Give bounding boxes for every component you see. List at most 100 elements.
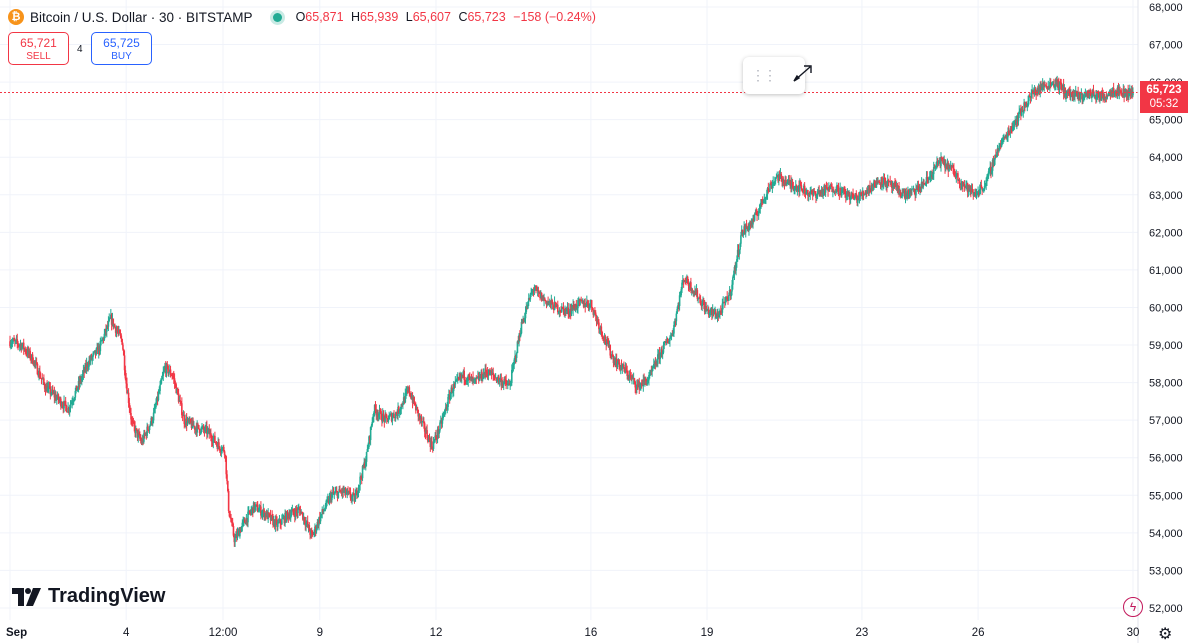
candle-body: [205, 426, 207, 428]
candle-body: [25, 351, 27, 353]
candle-body: [48, 386, 51, 388]
candle-body: [996, 148, 999, 156]
candle-body: [844, 191, 846, 193]
time-tick-label: 4: [123, 627, 130, 639]
symbol-title[interactable]: Bitcoin / U.S. Dollar · 30 · BITSTAMP: [30, 9, 253, 25]
time-axis[interactable]: Sep 4 12:00 9 12 16 19 23 26 30: [6, 627, 1139, 639]
candle-body: [498, 376, 500, 382]
candle-body: [1082, 97, 1085, 99]
candle-body: [694, 290, 697, 295]
candle-body: [104, 328, 106, 334]
candle-body: [277, 522, 279, 527]
candle-body: [447, 397, 449, 407]
lightning-icon[interactable]: ϟ: [1123, 597, 1143, 617]
candle-body: [800, 185, 803, 189]
candle-body: [543, 298, 545, 301]
candle-body: [277, 521, 280, 523]
candle-body: [271, 515, 273, 517]
candle-body: [997, 148, 1000, 151]
candle-body: [994, 154, 996, 160]
candle-body: [774, 181, 776, 182]
candle-body: [483, 372, 486, 375]
candle-body: [976, 192, 979, 195]
drawing-toolbar[interactable]: ⋮⋮: [743, 57, 812, 94]
candle-body: [1033, 88, 1036, 94]
candle-body: [349, 492, 352, 498]
candle-body: [1032, 93, 1035, 95]
candle-body: [222, 447, 225, 452]
candle-body: [1070, 93, 1073, 95]
last-price-value: 65,723: [1146, 84, 1182, 96]
candle-body: [999, 143, 1002, 148]
candle-body: [811, 190, 813, 194]
candle-body: [22, 342, 25, 350]
candle-body: [671, 334, 674, 336]
candle-body: [303, 516, 306, 523]
candle-body: [776, 174, 779, 177]
buy-button[interactable]: 65,725 BUY: [91, 32, 152, 65]
candle-body: [452, 384, 455, 392]
gear-icon[interactable]: ⚙: [1158, 626, 1173, 643]
candle-body: [759, 204, 762, 209]
candle-body: [998, 145, 1000, 151]
candle-body: [1021, 111, 1024, 113]
candle-body: [1087, 93, 1090, 99]
candle-body: [398, 406, 400, 413]
candle-body: [10, 344, 12, 347]
candle-body: [374, 404, 377, 410]
candle-body: [69, 404, 72, 408]
candle-body: [554, 302, 557, 304]
candle-body: [611, 354, 613, 356]
candle-body: [406, 390, 408, 392]
candle-body: [166, 364, 169, 366]
candle-body: [574, 304, 577, 311]
candle-body: [547, 302, 549, 303]
candle-body: [1113, 93, 1116, 95]
candle-body: [185, 418, 188, 426]
candle-body: [983, 186, 986, 189]
candle-body: [443, 412, 445, 416]
drag-handle-icon[interactable]: ⋮⋮: [751, 67, 777, 83]
candle-body: [680, 289, 683, 296]
candle-body: [866, 188, 869, 193]
candle-body: [619, 365, 622, 370]
candle-body: [1066, 91, 1068, 93]
market-open-icon: [272, 12, 282, 22]
candle-body: [1058, 81, 1061, 91]
candle-body: [636, 384, 638, 390]
candle-body: [147, 426, 149, 430]
candle-body: [310, 530, 313, 533]
candle-body: [757, 211, 760, 216]
candle-body: [420, 417, 423, 423]
candle-body: [527, 297, 530, 302]
candle-body: [975, 194, 978, 197]
candle-body: [338, 489, 340, 493]
time-tick-label: 30: [1127, 627, 1140, 639]
sell-button[interactable]: 65,721 SELL: [8, 32, 69, 65]
candle-body: [407, 387, 410, 391]
candle-body: [485, 372, 488, 374]
candle-body: [148, 426, 151, 431]
candle-body: [847, 190, 850, 196]
candle-body: [570, 307, 573, 314]
candle-body: [286, 511, 289, 514]
candle-body: [110, 314, 112, 319]
candle-body: [956, 173, 958, 175]
candle-body: [164, 366, 166, 370]
candle-body: [1098, 94, 1100, 101]
candle-body: [697, 298, 699, 300]
candle-body: [598, 322, 600, 330]
candle-body: [313, 531, 315, 535]
candle-body: [719, 310, 722, 312]
candle-body: [531, 290, 533, 293]
candle-body: [484, 368, 486, 375]
candle-body: [934, 165, 937, 169]
pencil-arrow-icon[interactable]: [791, 62, 817, 89]
candle-body: [662, 345, 665, 353]
tradingview-logo[interactable]: TradingView: [12, 585, 165, 608]
candle-body: [228, 511, 231, 517]
candle-body: [627, 375, 629, 377]
candle-body: [578, 299, 581, 302]
candle-body: [634, 381, 637, 388]
